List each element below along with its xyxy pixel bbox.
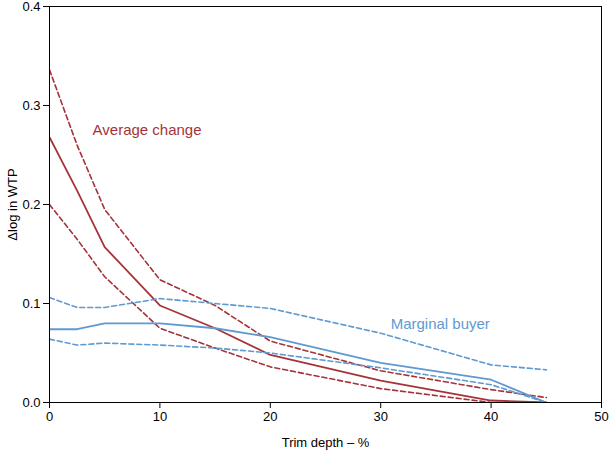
svg-text:Trim depth – %: Trim depth – % (282, 435, 370, 450)
svg-text:0: 0 (46, 409, 53, 424)
svg-text:0.2: 0.2 (22, 197, 40, 212)
svg-text:40: 40 (484, 409, 498, 424)
svg-text:Average change: Average change (93, 121, 202, 138)
svg-text:10: 10 (153, 409, 167, 424)
svg-text:Δlog in WTP: Δlog in WTP (5, 168, 20, 240)
svg-text:0.1: 0.1 (22, 296, 40, 311)
svg-text:Marginal buyer: Marginal buyer (391, 315, 490, 332)
svg-text:0.3: 0.3 (22, 98, 40, 113)
svg-text:0.0: 0.0 (22, 395, 40, 410)
svg-text:50: 50 (594, 409, 608, 424)
svg-text:0.4: 0.4 (22, 0, 40, 14)
svg-text:20: 20 (263, 409, 277, 424)
svg-text:30: 30 (373, 409, 387, 424)
